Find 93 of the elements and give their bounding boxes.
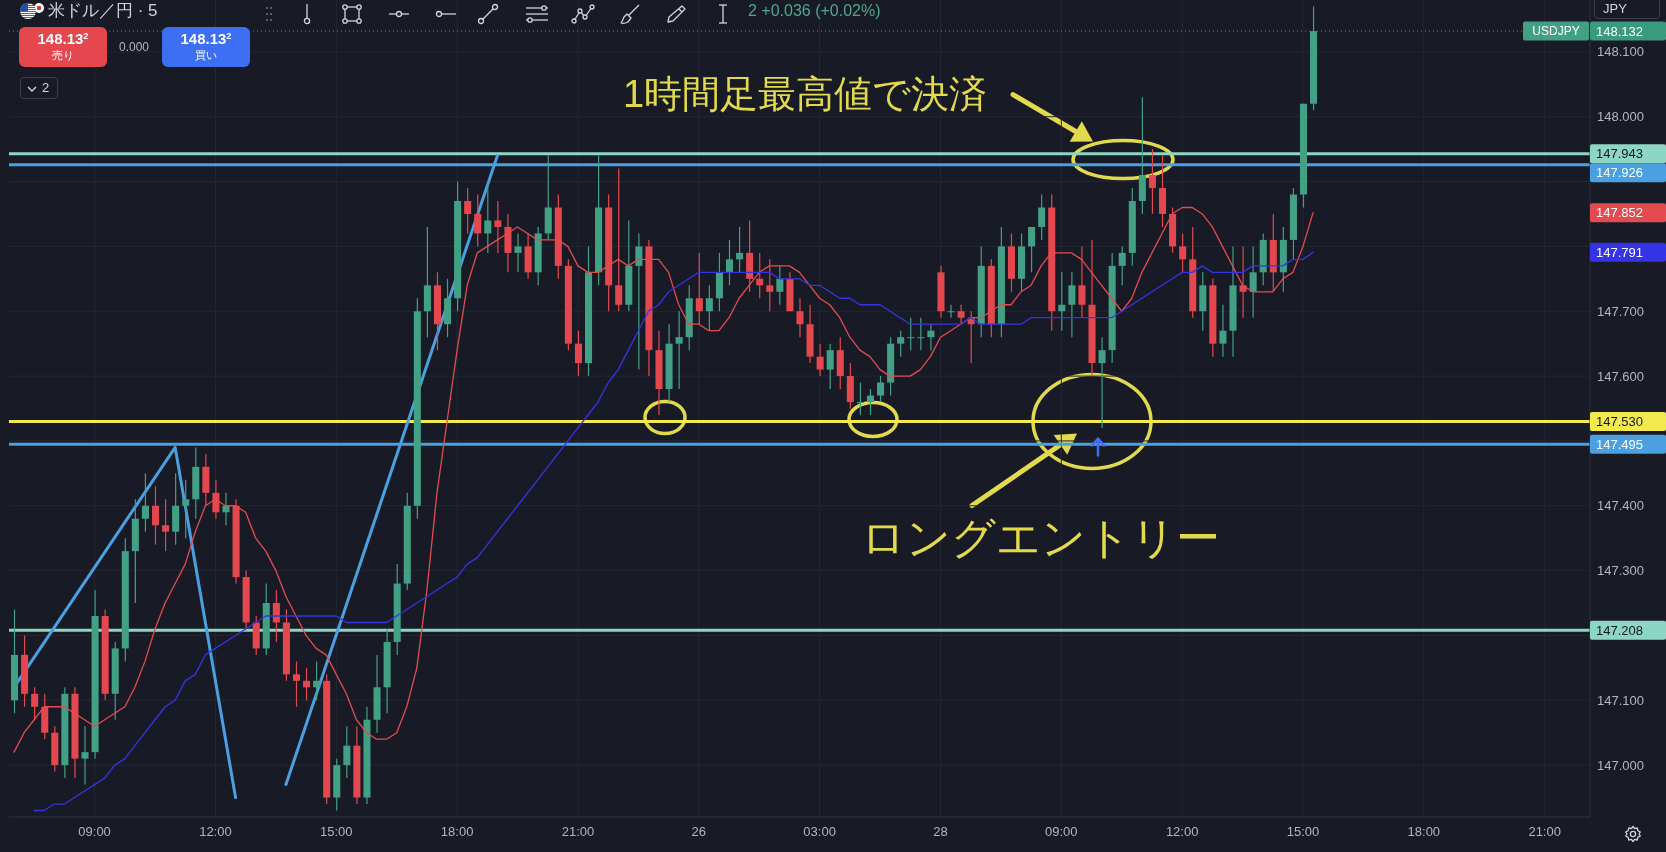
candlestick [574,330,582,377]
annotation: 2 [42,80,50,96]
candlestick [343,725,351,779]
candlestick [313,660,321,701]
candlestick [182,479,190,539]
ref-line-label: 147.495 [1596,436,1643,452]
candlestick [1068,271,1076,338]
x-tick-label: 09:00 [78,824,111,840]
candlestick [897,330,905,358]
y-tick-label: 147.400 [1597,498,1644,514]
x-tick-label: 21:00 [1528,824,1561,840]
candlestick [796,297,804,338]
candlestick [695,252,703,325]
candlestick [484,180,492,254]
candlestick [474,193,482,247]
candlestick [635,232,643,371]
y-tick-label: 147.000 [1597,757,1644,773]
ref-line-label: 147.943 [1596,146,1643,162]
candlestick [514,232,522,273]
line-series [33,251,1314,812]
candlestick [151,485,160,546]
candlestick [162,498,170,552]
candlestick [877,375,885,403]
annotation: 2 +0.036 (+0.02%) [748,1,881,21]
text: 147.791 [1596,244,1643,260]
candlestick [81,725,89,786]
candlestick [1118,245,1126,286]
candlestick [1028,226,1036,273]
y-tick-label: 148.100 [1597,44,1644,60]
ref-line-label: 147.926 [1596,165,1643,181]
x-tick-label: 15:00 [320,824,353,840]
x-tick-label: 12:00 [1165,824,1199,840]
x-tick-label: 28 [933,824,948,840]
candlestick [1249,245,1257,319]
x-tick-label: 18:00 [440,824,474,840]
candlestick [222,492,230,526]
candlestick [1179,232,1187,273]
candlestick [292,660,301,708]
candlestick [756,252,764,299]
candlestick [816,343,824,377]
y-tick-label: 147.700 [1597,303,1644,319]
candlestick [907,317,915,351]
candlestick [866,388,874,416]
x-tick-label: 03:00 [803,824,836,840]
candlestick [1078,245,1086,319]
candlestick [957,304,965,325]
annotation: USDJPY [1532,24,1580,39]
candlestick [303,667,311,701]
annotation: 1時間足最高値で決済 [623,72,988,115]
y-tick-label: 147.100 [1597,692,1644,708]
annotation: 買い [194,48,218,62]
chart-title: 米ドル／円 · 5 [48,1,158,21]
candlestick [1098,336,1106,429]
candlestick [675,310,683,390]
candlestick [141,472,149,533]
candlestick [1058,271,1066,332]
candlestick [856,381,864,416]
candlestick [927,323,935,351]
annotation: 148.13$^{2}$ [179,30,233,48]
candlestick [464,187,472,235]
x-tick-label: 26 [691,824,707,840]
candlestick [705,284,713,332]
candlestick [776,265,784,306]
candlestick [947,304,955,319]
candlestick [826,343,834,390]
candlestick [1038,193,1046,241]
annotation: 0.000 [118,39,150,55]
x-tick-label: 09:00 [1045,824,1078,840]
candlestick [725,239,734,286]
x-tick-label: 18:00 [1407,824,1441,840]
candlestick [736,226,744,273]
candlestick [766,258,774,312]
candlestick [1148,148,1156,215]
sell-button: 148.13$^{2}$ 売り [19,27,107,67]
currency-button: JPY [1594,0,1660,19]
text: 147.852 [1596,205,1643,221]
buy-button: 148.13$^{2}$ 買い [162,27,250,67]
annotation: 売り [51,48,75,62]
ref-line-label: 147.530 [1596,413,1643,429]
candlestick [917,317,925,351]
collapse-button: 2 [20,77,58,99]
x-tick-label: 21:00 [561,824,595,840]
y-tick-label: 147.300 [1597,563,1644,579]
y-tick-label: 147.600 [1597,368,1644,384]
y-tick-label: 148.000 [1597,109,1644,125]
x-tick-label: 15:00 [1286,824,1320,840]
candlestick [31,686,39,721]
ref-line-label: 148.132 [1596,23,1643,39]
candlestick [1219,304,1227,358]
x-tick-label: 12:00 [199,824,232,840]
annotation: 148.13$^{2}$ [36,30,90,48]
annotation: ロングエントリー [861,512,1220,562]
ref-line-label: 147.208 [1596,622,1643,638]
